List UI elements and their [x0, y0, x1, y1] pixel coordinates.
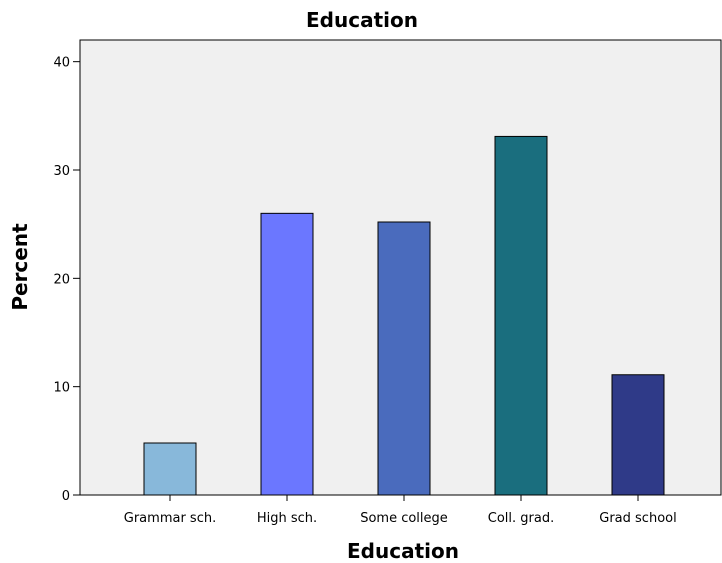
- y-tick-label: 0: [62, 489, 70, 504]
- y-tick-label: 10: [53, 381, 70, 396]
- y-tick-label: 40: [53, 56, 70, 71]
- x-tick-label: Grammar sch.: [124, 511, 216, 526]
- bars-group: [143, 135, 665, 496]
- x-tick-label: High sch.: [257, 511, 317, 526]
- bar-some-college: [377, 221, 431, 496]
- x-axis: Grammar sch. High sch. Some college Coll. g…: [124, 495, 677, 526]
- bar-grad-school: [611, 374, 665, 496]
- x-axis-title: Education: [347, 539, 459, 563]
- y-axis-title: Percent: [8, 223, 32, 311]
- chart-title: Education: [306, 8, 418, 32]
- y-axis: 0 10 20 30 40: [53, 56, 80, 504]
- y-tick-label: 20: [53, 272, 70, 287]
- bar-high-sch: [260, 212, 314, 496]
- bar-coll-grad: [494, 135, 548, 496]
- x-tick-label: Some college: [360, 511, 448, 526]
- bar-grammar-sch: [143, 442, 197, 496]
- x-tick-label: Grad school: [599, 511, 676, 526]
- y-tick-label: 30: [53, 164, 70, 179]
- x-tick-label: Coll. grad.: [488, 511, 554, 526]
